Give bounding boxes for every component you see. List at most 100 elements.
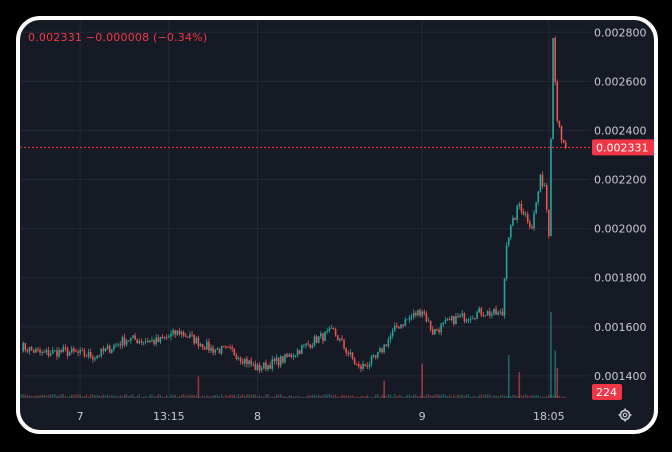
candle bbox=[119, 344, 122, 346]
volume-bar bbox=[324, 394, 326, 398]
volume-bar bbox=[87, 396, 90, 398]
candle bbox=[334, 329, 337, 336]
candle bbox=[467, 319, 470, 321]
candle bbox=[505, 245, 508, 279]
volume-bar bbox=[535, 395, 537, 398]
volume-bar bbox=[26, 395, 29, 398]
volume-bar bbox=[218, 396, 221, 398]
candle bbox=[68, 352, 71, 356]
volume-bar bbox=[208, 396, 210, 398]
candle bbox=[459, 315, 461, 318]
candle bbox=[520, 204, 523, 212]
volume-bar bbox=[229, 394, 231, 398]
volume-bar bbox=[62, 394, 64, 398]
volume-bar bbox=[539, 396, 542, 398]
volume-bar bbox=[562, 396, 565, 398]
candle bbox=[495, 308, 497, 315]
volume-bar bbox=[210, 396, 212, 398]
volume-bar bbox=[33, 395, 35, 398]
volume-bar bbox=[168, 396, 170, 398]
volume-bar bbox=[282, 396, 284, 398]
volume-bar bbox=[265, 394, 267, 398]
candle bbox=[271, 359, 274, 369]
volume-bar bbox=[387, 394, 390, 398]
candle bbox=[303, 344, 305, 346]
volume-bar bbox=[73, 394, 75, 398]
candle bbox=[85, 355, 88, 357]
candle bbox=[355, 363, 358, 365]
volume-bar bbox=[235, 396, 238, 398]
volume-bar bbox=[140, 396, 143, 398]
candle bbox=[286, 354, 288, 357]
candle bbox=[81, 349, 84, 351]
volume-bar bbox=[470, 396, 472, 398]
candle bbox=[178, 330, 181, 335]
candle bbox=[529, 222, 531, 227]
candle bbox=[26, 349, 29, 352]
volume-bar bbox=[296, 395, 299, 398]
candle bbox=[463, 313, 466, 322]
candle bbox=[309, 344, 312, 348]
volume-bar bbox=[187, 395, 189, 398]
candle bbox=[282, 356, 284, 363]
candle bbox=[244, 358, 246, 364]
candle bbox=[47, 350, 50, 356]
volume-bar bbox=[30, 395, 33, 398]
candle bbox=[94, 358, 96, 360]
candle bbox=[461, 313, 464, 316]
volume-bar bbox=[320, 395, 322, 398]
candle bbox=[541, 174, 544, 187]
volume-bar bbox=[417, 396, 419, 398]
volume-bar bbox=[326, 394, 328, 398]
volume-bar bbox=[176, 396, 178, 398]
candle bbox=[62, 347, 65, 352]
gear-icon[interactable] bbox=[618, 408, 632, 422]
candle bbox=[436, 328, 438, 330]
candle bbox=[125, 340, 128, 345]
volume-bar bbox=[368, 396, 371, 398]
volume-bar bbox=[35, 395, 37, 398]
candle bbox=[273, 359, 276, 362]
volume-bar bbox=[104, 395, 107, 398]
volume-bar bbox=[533, 395, 535, 398]
candle bbox=[564, 142, 567, 149]
candle bbox=[438, 329, 440, 333]
candle bbox=[343, 340, 345, 349]
volume-bar bbox=[132, 394, 134, 398]
candle bbox=[279, 356, 282, 366]
volume-bar bbox=[237, 394, 240, 398]
candle bbox=[153, 339, 155, 344]
y-tick-label: 0.001600 bbox=[594, 321, 647, 334]
volume-bar bbox=[451, 396, 453, 398]
candle bbox=[400, 324, 402, 329]
volume-bar bbox=[43, 395, 45, 398]
volume-bar bbox=[556, 367, 559, 398]
volume-bar bbox=[383, 380, 385, 398]
candle bbox=[347, 352, 350, 355]
candle bbox=[212, 347, 214, 353]
candle bbox=[267, 364, 269, 370]
candlestick-chart[interactable]: 0.001400 0.001600 0.001800 0.002000 0.002200… bbox=[20, 20, 654, 430]
volume-bar bbox=[77, 394, 79, 398]
volume-bar bbox=[90, 394, 92, 398]
volume-bar bbox=[419, 395, 421, 398]
volume-bar bbox=[98, 395, 100, 398]
x-tick-label: 7 bbox=[77, 410, 84, 423]
candle bbox=[383, 344, 385, 353]
volume-bar bbox=[341, 394, 343, 398]
candle bbox=[364, 363, 366, 366]
candle bbox=[66, 348, 69, 356]
candle bbox=[448, 319, 451, 321]
volume-bar bbox=[510, 396, 512, 398]
candle bbox=[89, 351, 92, 358]
volume-bar bbox=[351, 395, 354, 398]
volume-bar bbox=[499, 395, 501, 398]
volume-bar bbox=[550, 312, 552, 398]
candle bbox=[558, 120, 561, 127]
candle bbox=[144, 341, 147, 343]
volume-bar bbox=[497, 395, 499, 398]
candle bbox=[499, 311, 502, 313]
candle bbox=[560, 126, 563, 141]
candle bbox=[231, 347, 233, 349]
volume-bar bbox=[115, 395, 117, 398]
